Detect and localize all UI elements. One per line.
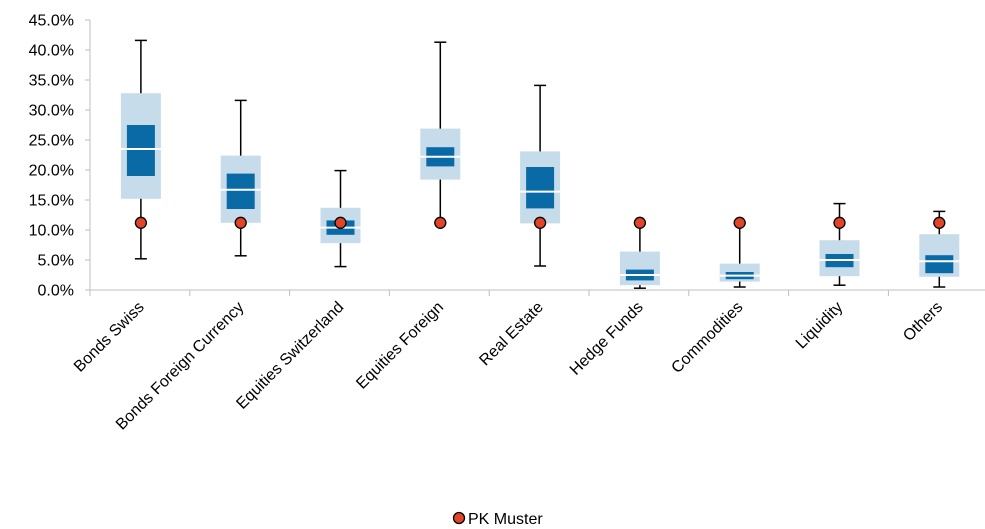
pk-muster-marker — [933, 216, 946, 229]
inner-quartile-box — [925, 255, 954, 274]
legend-label-pk-muster: PK Muster — [468, 511, 543, 528]
category-label: Hedge Funds — [567, 299, 647, 379]
inner-quartile-box — [126, 125, 155, 176]
pk-muster-marker — [334, 216, 347, 229]
y-tick-label: 35.0% — [29, 73, 74, 90]
y-tick-label: 25.0% — [29, 133, 74, 150]
box-2 — [220, 99, 261, 257]
y-tick-label: 15.0% — [29, 193, 74, 210]
y-tick-label: 5.0% — [38, 253, 74, 270]
pk-muster-marker — [234, 216, 247, 229]
y-tick-label: 30.0% — [29, 103, 74, 120]
category-label: Bonds Swiss — [71, 299, 148, 376]
category-label: Real Estate — [476, 299, 547, 370]
category-label: Commodities — [668, 299, 746, 377]
pk-muster-marker — [434, 216, 447, 229]
pk-muster-marker — [733, 216, 746, 229]
legend-marker-pk-muster — [452, 511, 466, 525]
box-1 — [120, 39, 161, 260]
y-tick-label: 10.0% — [29, 223, 74, 240]
box-4 — [420, 41, 461, 224]
pk-muster-markers — [134, 216, 946, 229]
y-tick-label: 40.0% — [29, 43, 74, 60]
y-tick-label: 0.0% — [38, 283, 74, 300]
box-8 — [819, 202, 860, 286]
pk-muster-marker — [633, 216, 647, 229]
y-axis: 0.0% 5.0% 10.0% 15.0% 20.0% 25.0% 30.0% 35.0% 40… — [29, 13, 91, 300]
y-tick-label: 45.0% — [29, 13, 74, 30]
category-label: Others — [900, 299, 946, 345]
inner-quartile-box — [226, 173, 255, 209]
y-tick-label: 20.0% — [29, 163, 74, 180]
inner-quartile-box — [526, 167, 555, 209]
category-label: Liquidity — [793, 299, 847, 353]
box-5 — [520, 84, 561, 267]
box-7 — [719, 222, 760, 288]
box-6 — [619, 222, 660, 289]
legend: PK Muster — [452, 511, 543, 528]
category-label: Equities Switzerland — [233, 299, 347, 413]
pk-muster-marker — [134, 216, 148, 229]
pk-muster-marker — [533, 216, 547, 229]
category-label: Equities Foreign — [353, 299, 447, 393]
pk-muster-marker — [833, 216, 846, 229]
boxes — [120, 39, 960, 289]
